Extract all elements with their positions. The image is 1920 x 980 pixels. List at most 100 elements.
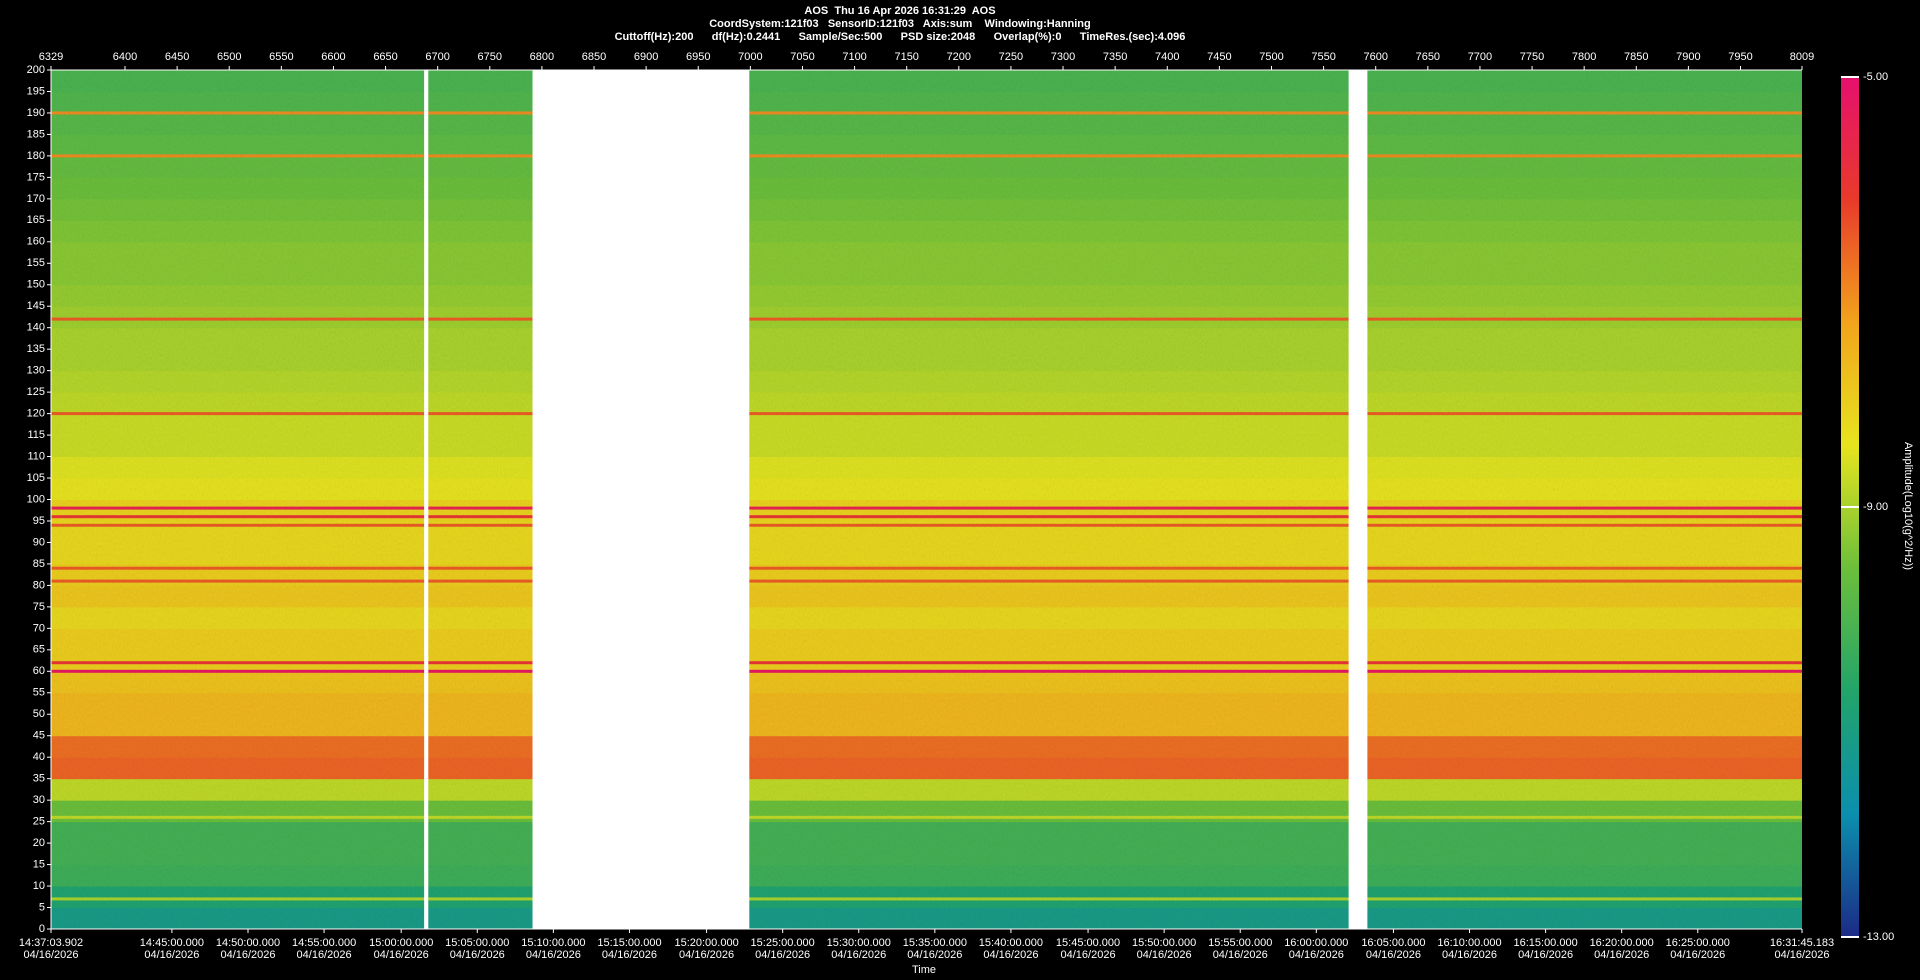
- y-tick-label: 170: [27, 193, 45, 205]
- time-tick-label: 15:45:00.000: [1056, 937, 1120, 949]
- y-tick-label: 15: [33, 858, 45, 870]
- x-tick-label: 7100: [842, 51, 866, 63]
- y-tick-label: 85: [33, 558, 45, 570]
- time-tick-date: 04/16/2026: [144, 949, 199, 961]
- y-tick-label: 165: [27, 214, 45, 226]
- x-tick-label: 7550: [1311, 51, 1335, 63]
- y-tick-label: 30: [33, 794, 45, 806]
- x-tick-label: 6700: [425, 51, 449, 63]
- x-tick-label: 7250: [999, 51, 1023, 63]
- time-tick-label: 16:00:00.000: [1284, 937, 1348, 949]
- x-tick-label: 6550: [269, 51, 293, 63]
- x-tick-label: 7300: [1051, 51, 1075, 63]
- x-tick-label: 7650: [1416, 51, 1440, 63]
- x-tick-label: 6800: [530, 51, 554, 63]
- time-tick-date: 04/16/2026: [1670, 949, 1725, 961]
- y-tick-label: 80: [33, 579, 45, 591]
- colorbar-tick-label: -13.00: [1863, 931, 1894, 943]
- time-tick-date: 04/16/2026: [907, 949, 962, 961]
- time-tick-date: 04/16/2026: [220, 949, 275, 961]
- time-tick-date: 04/16/2026: [983, 949, 1038, 961]
- x-tick-label: 7050: [790, 51, 814, 63]
- colorbar-tick-label: -5.00: [1863, 71, 1888, 83]
- y-tick-label: 185: [27, 128, 45, 140]
- chart-subtitle: Cuttoff(Hz):200 df(Hz):0.2441 Sample/Sec…: [615, 31, 1186, 43]
- x-tick-label: 6329: [39, 51, 63, 63]
- time-tick-date: 04/16/2026: [23, 949, 78, 961]
- time-tick-date: 04/16/2026: [1061, 949, 1116, 961]
- y-tick-label: 35: [33, 773, 45, 785]
- time-tick-label: 16:10:00.000: [1437, 937, 1501, 949]
- y-tick-label: 95: [33, 515, 45, 527]
- x-tick-label: 8009: [1790, 51, 1814, 63]
- colorbar-label: Amplitude(Log10(g^2/Hz)): [1902, 442, 1914, 570]
- y-tick-label: 200: [27, 64, 45, 76]
- x-tick-label: 6600: [321, 51, 345, 63]
- time-tick-date: 04/16/2026: [1518, 949, 1573, 961]
- y-tick-label: 145: [27, 300, 45, 312]
- time-tick-label: 14:37:03.902: [19, 937, 83, 949]
- x-axis-label: Time: [912, 964, 936, 976]
- y-tick-label: 140: [27, 322, 45, 334]
- time-tick-date: 04/16/2026: [1442, 949, 1497, 961]
- y-tick-label: 75: [33, 601, 45, 613]
- x-tick-label: 6650: [373, 51, 397, 63]
- x-tick-label: 7750: [1520, 51, 1544, 63]
- x-tick-label: 6750: [478, 51, 502, 63]
- time-tick-date: 04/16/2026: [1137, 949, 1192, 961]
- data-gap: [1348, 70, 1368, 929]
- y-tick-label: 125: [27, 386, 45, 398]
- y-tick-label: 120: [27, 408, 45, 420]
- y-tick-label: 25: [33, 816, 45, 828]
- x-tick-label: 7800: [1572, 51, 1596, 63]
- time-tick-date: 04/16/2026: [755, 949, 810, 961]
- chart-subtitle: CoordSystem:121f03 SensorID:121f03 Axis:…: [709, 18, 1091, 30]
- time-tick-label: 15:30:00.000: [827, 937, 891, 949]
- time-tick-label: 16:05:00.000: [1361, 937, 1425, 949]
- y-tick-label: 155: [27, 257, 45, 269]
- time-tick-date: 04/16/2026: [1774, 949, 1829, 961]
- time-tick-date: 04/16/2026: [1366, 949, 1421, 961]
- y-tick-label: 135: [27, 343, 45, 355]
- time-tick-date: 04/16/2026: [297, 949, 352, 961]
- y-tick-label: 130: [27, 365, 45, 377]
- time-tick-label: 16:25:00.000: [1666, 937, 1730, 949]
- time-tick-label: 15:55:00.000: [1208, 937, 1272, 949]
- y-tick-label: 20: [33, 837, 45, 849]
- x-tick-label: 6400: [113, 51, 137, 63]
- x-tick-label: 6500: [217, 51, 241, 63]
- y-tick-label: 105: [27, 472, 45, 484]
- time-tick-date: 04/16/2026: [1289, 949, 1344, 961]
- x-tick-label: 7450: [1207, 51, 1231, 63]
- x-tick-label: 6950: [686, 51, 710, 63]
- y-tick-label: 180: [27, 150, 45, 162]
- time-tick-label: 16:15:00.000: [1513, 937, 1577, 949]
- y-tick-label: 60: [33, 665, 45, 677]
- chart-title: AOS Thu 16 Apr 2026 16:31:29 AOS: [804, 5, 995, 17]
- x-tick-label: 7400: [1155, 51, 1179, 63]
- time-tick-label: 15:10:00.000: [521, 937, 585, 949]
- x-tick-label: 7700: [1468, 51, 1492, 63]
- time-tick-date: 04/16/2026: [831, 949, 886, 961]
- time-tick-label: 16:31:45.183: [1770, 937, 1834, 949]
- time-tick-label: 15:15:00.000: [597, 937, 661, 949]
- time-tick-label: 15:00:00.000: [369, 937, 433, 949]
- time-tick-date: 04/16/2026: [1213, 949, 1268, 961]
- y-tick-label: 150: [27, 279, 45, 291]
- x-tick-label: 7000: [738, 51, 762, 63]
- x-tick-label: 7900: [1676, 51, 1700, 63]
- y-tick-label: 115: [27, 429, 45, 441]
- x-tick-label: 7500: [1259, 51, 1283, 63]
- y-tick-label: 5: [39, 901, 45, 913]
- time-tick-date: 04/16/2026: [1594, 949, 1649, 961]
- time-tick-label: 15:50:00.000: [1132, 937, 1196, 949]
- x-tick-label: 7350: [1103, 51, 1127, 63]
- time-tick-label: 14:55:00.000: [292, 937, 356, 949]
- time-tick-date: 04/16/2026: [450, 949, 505, 961]
- y-tick-label: 195: [27, 85, 45, 97]
- data-gap: [532, 70, 750, 929]
- x-tick-label: 7950: [1728, 51, 1752, 63]
- noise-texture: [51, 70, 1802, 929]
- time-tick-date: 04/16/2026: [374, 949, 429, 961]
